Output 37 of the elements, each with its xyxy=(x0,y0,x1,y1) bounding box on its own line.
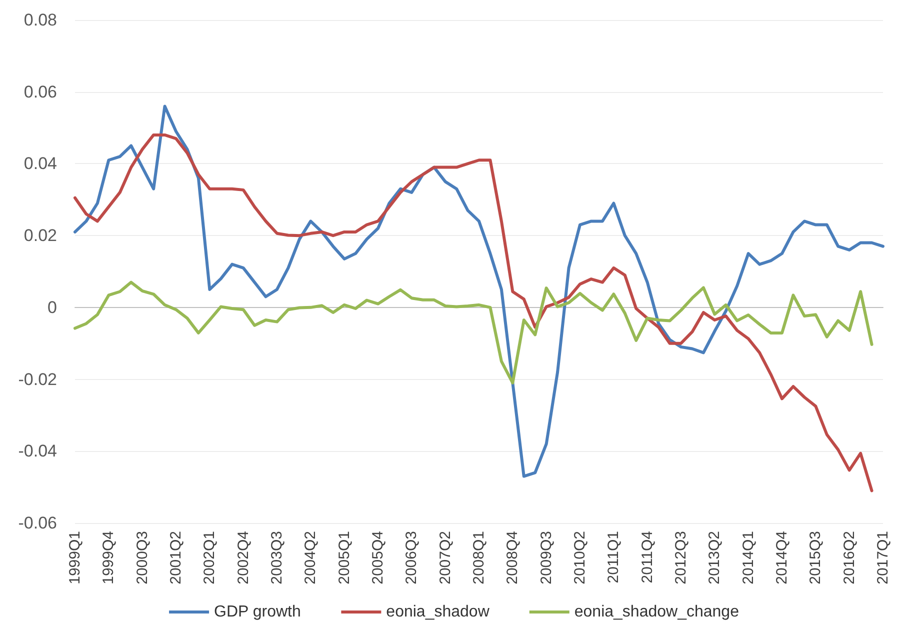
x-tick-label: 2014Q4 xyxy=(774,531,790,584)
legend-label: eonia_shadow xyxy=(386,604,490,620)
x-tick-label: 2001Q2 xyxy=(168,531,184,584)
legend-label: eonia_shadow_change xyxy=(574,604,740,620)
x-tick-label: 2005Q1 xyxy=(336,531,353,584)
y-tick-label: 0.04 xyxy=(24,154,57,174)
line-series xyxy=(74,280,874,384)
y-tick-label: 0.06 xyxy=(24,82,57,102)
y-tick-label: 0.02 xyxy=(24,226,57,246)
x-tick-label: 2014Q1 xyxy=(740,531,757,584)
x-tick-label: 2011Q4 xyxy=(638,531,656,584)
x-tick-label: 2013Q2 xyxy=(706,531,724,584)
x-tick-label: 2011Q1 xyxy=(605,531,622,584)
x-tick-label: 2016Q2 xyxy=(840,531,858,584)
x-tick-label: 2002Q4 xyxy=(234,531,252,584)
x-tick-label: 2003Q3 xyxy=(268,531,286,584)
x-tick-label: 2008Q1 xyxy=(470,531,488,584)
x-tick-label: 2002Q1 xyxy=(201,531,218,584)
legend-label: GDP growth xyxy=(214,604,301,620)
x-tick-label: 1999Q1 xyxy=(66,531,84,584)
x-tick-label: 2009Q3 xyxy=(538,531,555,584)
x-tick-label: 2010Q2 xyxy=(572,531,588,584)
x-tick-label: 2004Q2 xyxy=(302,531,320,584)
y-tick-label: -0.02 xyxy=(18,370,57,389)
x-tick-label: 2007Q2 xyxy=(436,531,454,584)
y-tick-label: 0.08 xyxy=(24,10,57,30)
x-tick-label: 2000Q3 xyxy=(134,531,151,584)
x-tick-label: 2006Q3 xyxy=(403,531,420,584)
x-tick-label: 2012Q3 xyxy=(672,531,690,584)
y-tick-label: -0.06 xyxy=(18,514,57,532)
x-tick-label: 1999Q4 xyxy=(100,531,118,584)
y-tick-label: -0.04 xyxy=(18,442,57,461)
y-tick-label: 0 xyxy=(48,298,57,317)
x-tick-label: 2015Q3 xyxy=(807,531,824,584)
x-tick-label: 2008Q4 xyxy=(504,531,522,584)
x-tick-label: 2005Q4 xyxy=(370,531,386,584)
x-tick-label: 2017Q1 xyxy=(874,531,892,584)
